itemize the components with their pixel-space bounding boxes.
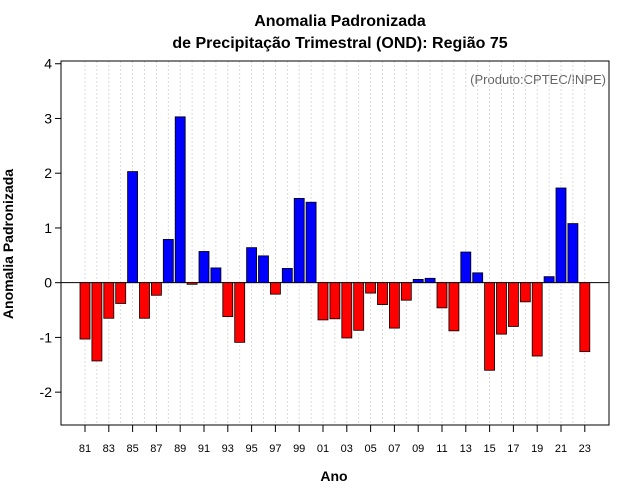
x-tick-label-95: 95 [245, 443, 257, 455]
x-tick-label-21: 21 [555, 443, 567, 455]
plot-border [60, 60, 610, 426]
x-tick-label-93: 93 [222, 443, 234, 455]
x-tick-label-87: 87 [150, 443, 162, 455]
bar-04 [353, 282, 365, 331]
chart-subtitle: de Precipitação Trimestral (OND): Região… [172, 35, 507, 52]
bar-06 [377, 282, 388, 305]
bar-95 [246, 247, 258, 284]
bar-22 [567, 223, 579, 284]
bar-90 [186, 282, 198, 285]
bar-20 [543, 276, 555, 284]
bar-19 [531, 282, 543, 357]
bar-03 [341, 282, 353, 339]
bar-96 [258, 255, 269, 284]
y-tick-label--1: -1 [40, 329, 53, 345]
bar-93 [222, 282, 234, 318]
bar-94 [234, 282, 246, 343]
x-tick-label-13: 13 [460, 443, 472, 455]
bar-09 [412, 278, 424, 284]
bar-97 [269, 282, 281, 295]
y-tick-label-2: 2 [44, 165, 52, 181]
bar-08 [400, 282, 412, 301]
credit-annotation: (Produto:CPTEC/INPE) [470, 72, 606, 87]
bar-07 [388, 282, 400, 329]
x-tick-label-03: 03 [341, 443, 353, 455]
bar-88 [162, 239, 174, 284]
bar-92 [210, 267, 222, 284]
x-tick-label-07: 07 [388, 443, 400, 455]
x-tick-label-23: 23 [579, 443, 591, 455]
x-axis-title: Ano [320, 468, 347, 484]
x-axis: 81 83 85 87 89 91 93 95 97 99 01 03 05 07 09 11 13 15 17 19… [79, 425, 591, 455]
x-tick-label-15: 15 [483, 443, 495, 455]
x-tick-label-17: 17 [507, 443, 519, 455]
bar-89 [174, 116, 186, 284]
x-tick-label-89: 89 [174, 443, 186, 455]
x-tick-label-97: 97 [269, 443, 281, 455]
bar-91 [198, 251, 210, 284]
y-tick-label-3: 3 [44, 110, 52, 126]
bar-15 [484, 282, 496, 371]
x-tick-label-85: 85 [126, 443, 138, 455]
bar-81 [79, 282, 91, 340]
bar-18 [519, 282, 531, 303]
bar-17 [507, 282, 519, 327]
bar-99 [293, 197, 305, 284]
bar-13 [460, 251, 472, 284]
x-tick-label-01: 01 [317, 443, 329, 455]
x-tick-label-81: 81 [79, 443, 91, 455]
bar-98 [281, 268, 293, 284]
bar-14 [472, 272, 484, 284]
bar-11 [436, 282, 448, 309]
gridlines [84, 61, 586, 425]
chart-title: Anomalia Padronizada [254, 13, 426, 30]
y-tick-label--2: -2 [40, 384, 53, 400]
bar-21 [555, 187, 567, 284]
bar-series [79, 116, 591, 371]
bar-82 [91, 282, 103, 362]
x-tick-label-19: 19 [531, 443, 543, 455]
bar-86 [139, 282, 150, 319]
bar-85 [127, 171, 138, 284]
bar-84 [115, 282, 127, 304]
x-tick-label-05: 05 [364, 443, 376, 455]
bar-01 [317, 282, 329, 321]
bar-02 [329, 282, 341, 320]
y-axis-title: Anomalia Padronizada [0, 169, 16, 319]
x-tick-label-83: 83 [103, 443, 115, 455]
bar-16 [496, 282, 507, 335]
y-axis: -2 -1 0 1 2 3 4 [40, 56, 61, 400]
bar-05 [365, 282, 377, 294]
x-tick-label-11: 11 [436, 443, 447, 455]
bar-00 [305, 201, 317, 284]
x-tick-label-91: 91 [198, 443, 210, 455]
x-tick-label-99: 99 [293, 443, 305, 455]
bar-10 [424, 277, 436, 284]
x-tick-label-09: 09 [412, 443, 424, 455]
y-tick-label-1: 1 [44, 220, 52, 236]
y-tick-label-4: 4 [44, 56, 52, 72]
bar-87 [150, 282, 162, 296]
bar-12 [448, 282, 460, 332]
y-tick-label-0: 0 [44, 275, 52, 291]
bar-83 [103, 282, 115, 319]
bar-23 [579, 282, 591, 353]
plot-frame [60, 60, 610, 426]
